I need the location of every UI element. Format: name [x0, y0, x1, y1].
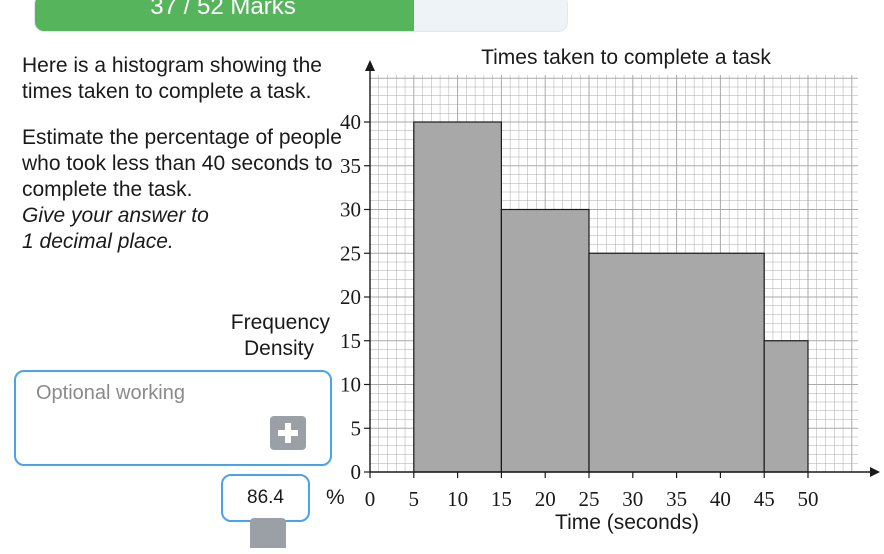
question-hint-line2: 1 decimal place.: [22, 230, 174, 253]
y-axis-arrow: [365, 60, 375, 71]
working-placeholder: Optional working: [36, 382, 185, 404]
y-tick-label: 25: [340, 241, 361, 265]
x-axis-arrow: [870, 467, 880, 477]
y-axis-label-line1: Frequency: [231, 311, 331, 334]
x-tick-label: 15: [491, 487, 512, 511]
x-tick-label: 20: [535, 487, 556, 511]
x-tick-label: 45: [754, 487, 775, 511]
x-tick-label: 40: [710, 487, 731, 511]
progress-bar: 37 / 52 Marks: [34, 0, 568, 32]
histogram-bar: [500, 208, 590, 473]
y-axis-label-line2: Density: [244, 337, 315, 360]
histogram-bar: [413, 121, 502, 473]
progress-label: 37 / 52 Marks: [150, 0, 296, 20]
chart-title: Times taken to complete a task: [481, 46, 771, 69]
y-tick-label: 15: [340, 329, 361, 353]
optional-working-box[interactable]: Optional working: [14, 370, 332, 466]
x-axis-label: Time (seconds): [555, 511, 699, 534]
y-tick-label: 40: [340, 110, 361, 134]
question-hint-line1: Give your answer to: [22, 204, 209, 227]
x-tick-label: 50: [798, 487, 819, 511]
plus-icon[interactable]: [270, 416, 306, 450]
x-tick-label: 25: [579, 487, 600, 511]
y-tick-label: 5: [351, 416, 362, 440]
answer-input[interactable]: [221, 474, 310, 522]
x-tick-label: 5: [409, 487, 420, 511]
progress-fill: [35, 0, 414, 31]
y-tick-label: 30: [340, 198, 361, 222]
x-tick-label: 35: [666, 487, 687, 511]
question-instruction: Estimate the percentage of people who to…: [22, 126, 342, 201]
x-tick-label: 10: [447, 487, 468, 511]
y-tick-label: 20: [340, 285, 361, 309]
x-tick-label: 0: [365, 487, 376, 511]
answer-unit: %: [326, 486, 345, 509]
y-tick-label: 0: [351, 460, 362, 484]
question-intro: Here is a histogram showing the times ta…: [22, 54, 322, 103]
x-tick-label: 30: [622, 487, 643, 511]
y-tick-label: 10: [340, 373, 361, 397]
histogram-bar: [763, 340, 809, 473]
y-tick-label: 35: [340, 154, 361, 178]
histogram-bar: [588, 252, 765, 473]
add-button[interactable]: [250, 518, 286, 548]
question-text: Here is a histogram showing the times ta…: [22, 53, 342, 255]
